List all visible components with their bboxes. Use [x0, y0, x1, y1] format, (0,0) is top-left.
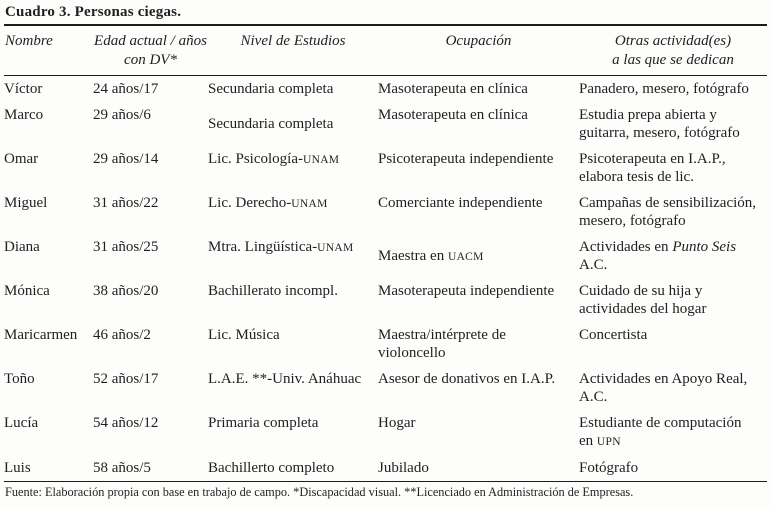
cell-ocupacion: Psicoterapeuta independiente — [378, 151, 554, 167]
cell-ocupacion: Masoterapeuta en clínica — [378, 107, 528, 123]
cell-nivel: Secundaria completa — [208, 81, 334, 97]
cell-ocupacion: Hogar — [378, 415, 416, 431]
cell-nombre: Luis — [4, 455, 93, 482]
table-row: Toño 52 años/17 L.A.E. **-Univ. Anáhuac Ase… — [4, 366, 767, 410]
cell-otras: Actividades en Apoyo Real, A.C. — [579, 371, 748, 405]
cell-otras: Estudia prepa abierta y guitarra, mesero,… — [579, 107, 740, 141]
cell-otras: Actividades en Punto Seis A.C. — [579, 239, 737, 273]
cell-edad: 31 años/25 — [93, 239, 159, 255]
table-body: Víctor 24 años/17 Secundaria completa Masot… — [4, 76, 767, 482]
cell-otras: Psicoterapeuta en I.A.P., elabora tesis d… — [579, 151, 726, 185]
cell-nombre: Toño — [4, 371, 35, 387]
smallcaps-text: UNAM — [317, 242, 354, 254]
smallcaps-text: UPN — [596, 436, 621, 448]
cell-nombre: Víctor — [4, 81, 43, 97]
column-header-ocupacion: Ocupación — [378, 26, 579, 76]
cell-nombre: Mónica — [4, 283, 50, 299]
cell-edad: 58 años/5 — [93, 455, 208, 482]
table-row: Marco 29 años/6 Secundaria completa Masoter… — [4, 102, 767, 146]
cell-edad: 24 años/17 — [93, 81, 159, 97]
cell-nivel: Lic. Derecho-UNAM — [208, 195, 328, 211]
cell-nivel: Lic. Música — [208, 327, 280, 343]
persons-table: Nombre Edad actual / años con DV* Nivel de … — [4, 26, 767, 482]
cell-nivel: Bachillerato incompl. — [208, 283, 338, 299]
table-title: Cuadro 3. Personas ciegas. — [4, 2, 767, 26]
column-header-edad: Edad actual / años con DV* — [93, 26, 208, 76]
cell-edad: 29 años/14 — [93, 151, 159, 167]
cell-otras: Cuidado de su hija y actividades del hoga… — [579, 283, 707, 317]
cell-otras: Panadero, mesero, fotógrafo — [579, 81, 749, 97]
cell-nombre: Lucía — [4, 415, 39, 431]
cell-nivel: Mtra. Lingüística-UNAM — [208, 239, 354, 255]
cell-nombre: Marco — [4, 107, 44, 123]
table-row: Omar 29 años/14 Lic. Psicología-UNAM Psicot… — [4, 146, 767, 190]
cell-nivel: Secundaria completa — [208, 116, 334, 132]
cell-nivel: Lic. Psicología-UNAM — [208, 151, 340, 167]
cell-otras: Concertista — [579, 327, 648, 343]
cell-ocupacion: Maestra en UACM — [378, 247, 484, 264]
cell-ocupacion: Asesor de donativos en I.A.P. — [378, 371, 556, 387]
cell-ocupacion: Comerciante independiente — [378, 195, 543, 211]
smallcaps-text: UACM — [447, 250, 484, 263]
cell-otras: Fotógrafo — [579, 455, 767, 482]
column-header-nivel: Nivel de Estudios — [208, 26, 378, 76]
cell-edad: 38 años/20 — [93, 283, 159, 299]
cell-nivel: Bachillerto completo — [208, 455, 378, 482]
table-header-row: Nombre Edad actual / años con DV* Nivel de … — [4, 26, 767, 76]
cell-ocupacion: Masoterapeuta en clínica — [378, 81, 528, 97]
cell-nombre: Miguel — [4, 195, 48, 211]
cell-nombre: Omar — [4, 151, 39, 167]
table-head: Nombre Edad actual / años con DV* Nivel de … — [4, 26, 767, 76]
cell-otras: Campañas de sensibilización, mesero, fotó… — [579, 195, 757, 229]
italic-text: Punto Seis — [672, 239, 737, 255]
column-header-nombre: Nombre — [4, 26, 93, 76]
table-row: Diana 31 años/25 Mtra. Lingüística-UNAM Mae… — [4, 234, 767, 278]
table-row: Mónica 38 años/20 Bachillerato incompl. Mas… — [4, 278, 767, 322]
table-row: Maricarmen 46 años/2 Lic. Música Maestra/in… — [4, 322, 767, 366]
cell-otras: Estudiante de computación en UPN — [579, 415, 742, 449]
cell-edad: 52 años/17 — [93, 371, 159, 387]
cell-nivel: L.A.E. **-Univ. Anáhuac — [208, 371, 362, 387]
cell-nivel: Primaria completa — [208, 415, 319, 431]
cell-nombre: Maricarmen — [4, 327, 78, 343]
table-row: Lucía 54 años/12 Primaria completa Hogar Est… — [4, 410, 767, 455]
document-page: Cuadro 3. Personas ciegas. Nombre Edad ac… — [4, 2, 767, 499]
smallcaps-text: UNAM — [291, 198, 328, 210]
cell-ocupacion: Masoterapeuta independiente — [378, 283, 555, 299]
cell-edad: 46 años/2 — [93, 327, 151, 343]
cell-edad: 31 años/22 — [93, 195, 159, 211]
cell-ocupacion: Maestra/intérprete de violoncello — [378, 327, 506, 361]
table-row: Luis 58 años/5 Bachillerto completo Jubilad… — [4, 455, 767, 482]
column-header-otras: Otras actividad(es) a las que se dedican — [579, 26, 767, 76]
cell-edad: 29 años/6 — [93, 107, 151, 123]
source-note: Fuente: Elaboración propia con base en t… — [5, 485, 634, 499]
table-row: Víctor 24 años/17 Secundaria completa Masot… — [4, 76, 767, 103]
cell-nombre: Diana — [4, 239, 40, 255]
smallcaps-text: UNAM — [302, 154, 340, 166]
cell-edad: 54 años/12 — [93, 415, 159, 431]
table-row: Miguel 31 años/22 Lic. Derecho-UNAM Comerci… — [4, 190, 767, 234]
cell-ocupacion: Jubilado — [378, 455, 579, 482]
